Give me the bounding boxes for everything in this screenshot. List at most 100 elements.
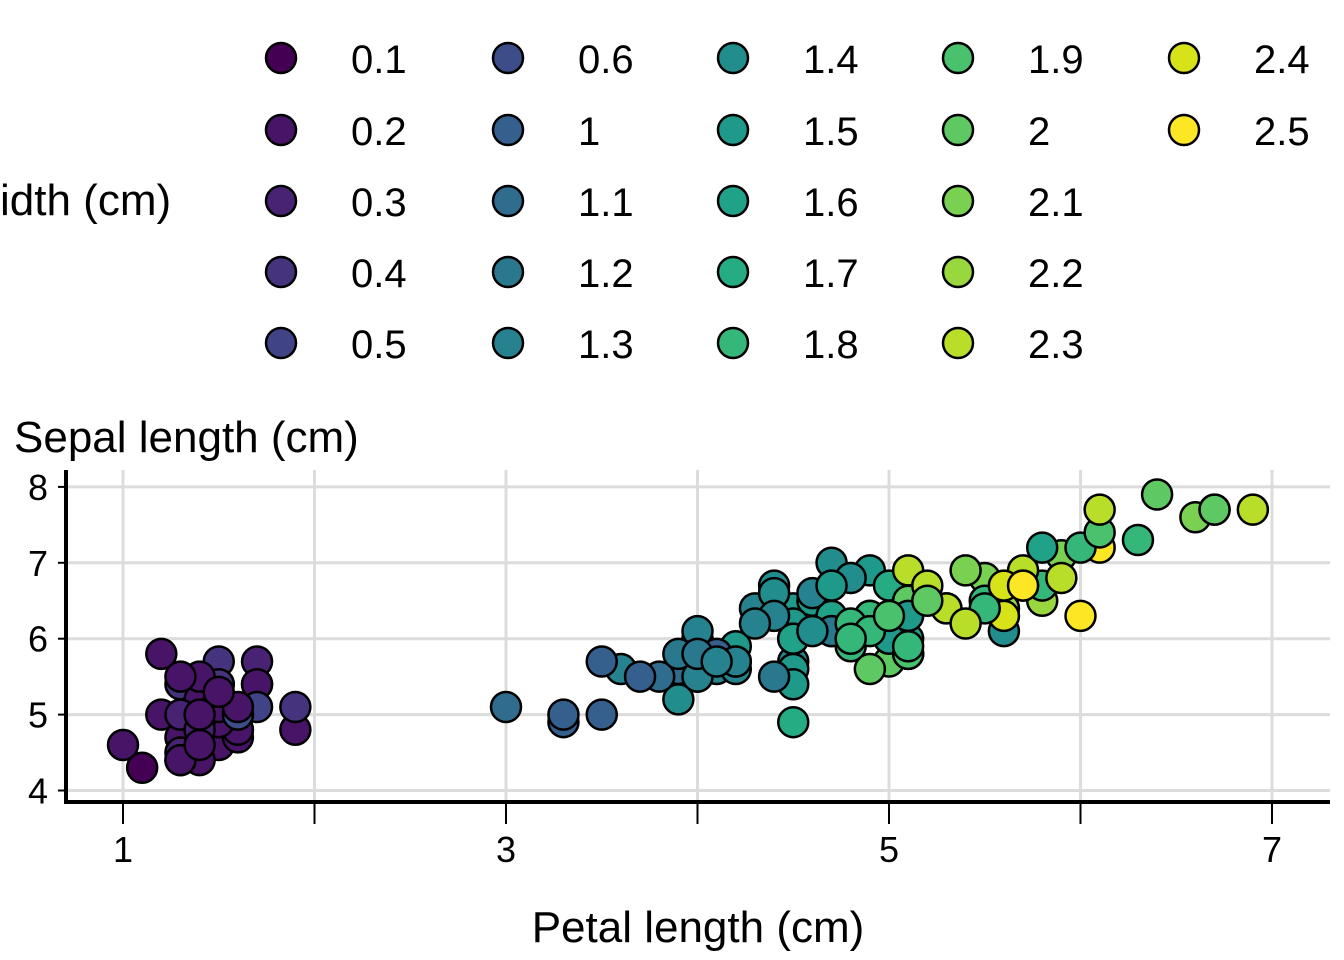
legend-item: 1.5 (716, 110, 859, 154)
data-point (125, 751, 159, 784)
legend-item: 1.3 (491, 323, 634, 367)
legend-swatch (264, 326, 298, 360)
data-point (853, 652, 887, 686)
legend-swatch (491, 255, 525, 289)
legend-item: 0.5 (264, 323, 407, 367)
legend-swatch (941, 41, 975, 75)
x-tick-label: 5 (879, 829, 899, 870)
legend-item: 2.3 (941, 323, 1084, 367)
legend-swatch (716, 255, 750, 289)
y-tick-label: 5 (28, 695, 48, 736)
legend-label: 1.8 (803, 323, 859, 367)
data-point (872, 599, 906, 633)
data-point (949, 554, 982, 587)
legend-item: 2.1 (941, 181, 1084, 225)
legend-item: 1.2 (491, 252, 634, 296)
data-point (700, 645, 733, 678)
data-point (1064, 599, 1097, 633)
data-point (815, 569, 848, 602)
legend: 0.1 0.2 0.3 0.4 0.5 0.6 1 1.1 1.2 1.3 1.4 1.5 1.6 1.7… (264, 38, 1310, 367)
data-point (279, 690, 312, 724)
legend-label: 2.2 (1028, 252, 1084, 296)
data-point (911, 584, 944, 617)
legend-item: 0.2 (264, 110, 407, 154)
legend-item: 1.9 (941, 38, 1084, 82)
data-point (489, 690, 523, 724)
y-tick-label: 6 (28, 619, 48, 660)
legend-label: 0.6 (578, 38, 634, 82)
data-point (1140, 478, 1174, 511)
legend-label: 0.2 (351, 110, 407, 154)
data-point (1045, 561, 1078, 595)
legend-label: 1.3 (578, 323, 634, 367)
legend-swatch (491, 326, 525, 360)
data-point (183, 698, 216, 731)
y-tick-label: 7 (28, 543, 48, 584)
data-point (547, 698, 580, 731)
legend-label: 1.7 (803, 252, 859, 296)
y-axis-title: Sepal length (cm) (14, 413, 359, 462)
x-axis-title: Petal length (cm) (532, 903, 865, 952)
legend-swatch (1167, 41, 1201, 75)
legend-label: 2.4 (1254, 38, 1310, 82)
legend-label: 2.3 (1028, 323, 1084, 367)
data-point (1121, 523, 1155, 557)
legend-swatch (716, 113, 750, 147)
legend-swatch (264, 184, 298, 218)
data-point (1236, 493, 1270, 526)
x-tick-label: 1 (113, 829, 133, 870)
legend-label: 0.4 (351, 252, 407, 296)
legend-swatch (716, 41, 750, 75)
data-point (623, 660, 657, 693)
legend-item: 1.6 (716, 181, 859, 225)
data-point (106, 728, 140, 762)
legend-item: 2.2 (941, 252, 1084, 296)
data-point (949, 607, 982, 640)
legend-swatch (264, 113, 298, 147)
legend-item: 1 (491, 110, 600, 154)
data-point (585, 645, 618, 678)
x-tick-label: 3 (496, 829, 516, 870)
data-point (796, 614, 829, 648)
data-point (891, 630, 925, 663)
data-point (777, 705, 810, 739)
legend-item: 0.3 (264, 181, 407, 225)
legend-label: 1.5 (803, 110, 859, 154)
data-point (1025, 531, 1059, 564)
data-point (164, 660, 197, 693)
legend-label: 0.1 (351, 38, 407, 82)
data-point (1006, 569, 1040, 602)
legend-swatch (491, 41, 525, 75)
data-point (145, 637, 178, 671)
legend-item: 1.8 (716, 323, 859, 367)
legend-label: 1.9 (1028, 38, 1084, 82)
legend-label: 1.4 (803, 38, 859, 82)
plot-axes: 4 5 6 7 8 1 3 5 7 (28, 467, 1330, 870)
legend-swatch (941, 255, 975, 289)
legend-label: 0.3 (351, 181, 407, 225)
data-point (757, 660, 791, 693)
legend-item: 1.4 (716, 38, 859, 82)
legend-swatch (491, 184, 525, 218)
data-point (585, 698, 618, 731)
x-tick-label: 7 (1262, 829, 1282, 870)
legend-label: 0.5 (351, 323, 407, 367)
legend-swatch (1167, 113, 1201, 147)
legend-label: 1.1 (578, 181, 634, 225)
legend-item: 2 (941, 110, 1050, 154)
data-point (834, 622, 867, 655)
legend-label: 1.2 (578, 252, 634, 296)
data-point (738, 607, 772, 640)
legend-label: 2.5 (1254, 110, 1310, 154)
legend-swatch (941, 326, 975, 360)
legend-title: idth (cm) (0, 176, 172, 225)
legend-swatch (491, 113, 525, 147)
data-point (1198, 493, 1231, 526)
data-point (202, 675, 235, 709)
data-point (183, 728, 216, 762)
legend-item: 2.5 (1167, 110, 1310, 154)
legend-label: 1.6 (803, 181, 859, 225)
legend-label: 1 (578, 110, 600, 154)
y-tick-label: 4 (28, 771, 48, 812)
